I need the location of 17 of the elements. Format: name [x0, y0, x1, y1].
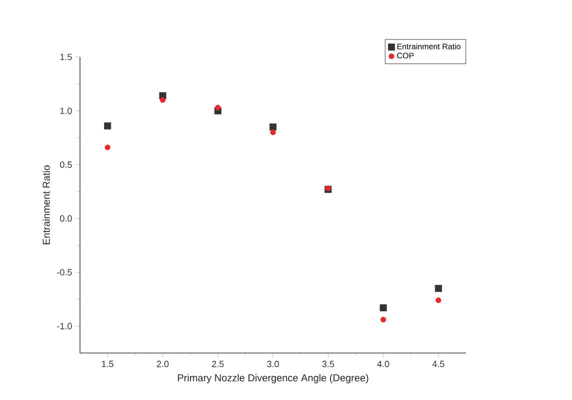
- y-tick-label: 1.0: [60, 108, 72, 114]
- y-tick-label: 1.5: [60, 54, 72, 60]
- x-tick-label: 4.5: [432, 360, 444, 368]
- x-tick-label: 3.0: [267, 360, 279, 368]
- y-tick-label: 0.5: [60, 161, 72, 168]
- x-tick-label: 2.0: [156, 360, 169, 368]
- legend-label: COP: [397, 52, 414, 58]
- x-tick-label: 1.5: [102, 360, 114, 368]
- x-tick-label: 3.5: [322, 360, 334, 368]
- x-axis-title: Primary Nozzle Divergence Angle (Degree): [178, 374, 368, 384]
- y-tick-label: 0.0: [60, 215, 72, 222]
- legend-label: Entrainment Ratio: [397, 43, 460, 50]
- x-tick-label: 2.5: [212, 360, 224, 368]
- y-tick-label: -0.5: [57, 269, 72, 276]
- x-tick-label: 4.0: [377, 360, 390, 368]
- y-tick-label: -1.0: [57, 322, 72, 330]
- y-axis-title: Entrainment Ratio: [42, 165, 50, 244]
